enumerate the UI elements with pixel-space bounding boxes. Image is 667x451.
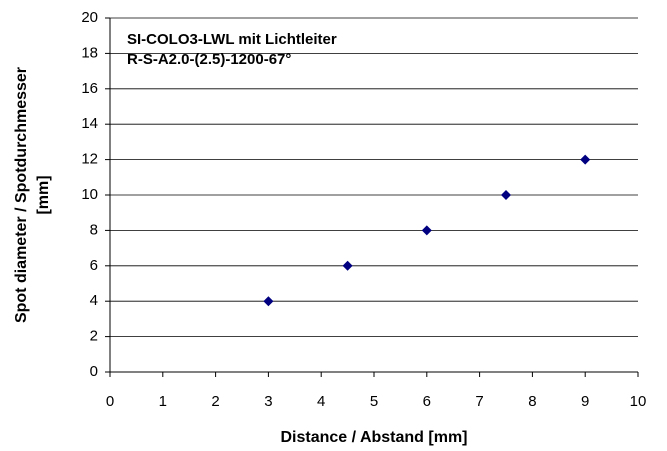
x-tick-label: 7	[475, 393, 483, 410]
x-tick-label: 3	[264, 393, 272, 410]
y-tick-label: 2	[90, 328, 98, 345]
point	[263, 296, 274, 307]
y-tick-label: 20	[81, 9, 98, 26]
y-tick-label: 14	[81, 115, 98, 132]
x-tick-label: 2	[211, 393, 219, 410]
annotation: R-S-A2.0-(2.5)-1200-67°	[127, 51, 291, 68]
x-tick-label: 4	[317, 393, 325, 410]
y-tick-label: 18	[81, 44, 98, 61]
x-tick-label: 8	[528, 393, 536, 410]
y-tick-label: 4	[90, 292, 98, 309]
y-tick-label: 0	[90, 363, 98, 380]
y-tick-label: 8	[90, 221, 98, 238]
x-tick-label: 5	[370, 393, 378, 410]
x-tick-label: 0	[106, 393, 114, 410]
annotation: SI-COLO3-LWL mit Lichtleiter	[127, 31, 337, 48]
x-axis-label: Distance / Abstand [mm]	[281, 429, 468, 446]
point	[501, 190, 511, 200]
point	[342, 260, 353, 271]
y-tick-label: 10	[81, 186, 98, 203]
y-tick-label: 6	[90, 257, 98, 274]
x-tick-label: 10	[630, 393, 647, 410]
x-tick-label: 1	[159, 393, 167, 410]
y-axis-label: [mm]	[35, 175, 52, 214]
y-axis-label: Spot diameter / Spotdurchmesser	[13, 67, 30, 323]
y-tick-label: 16	[81, 80, 98, 97]
y-tick-label: 12	[81, 151, 98, 168]
x-tick-label: 6	[423, 393, 431, 410]
x-tick-label: 9	[581, 393, 589, 410]
point	[421, 225, 432, 236]
point	[580, 154, 591, 165]
